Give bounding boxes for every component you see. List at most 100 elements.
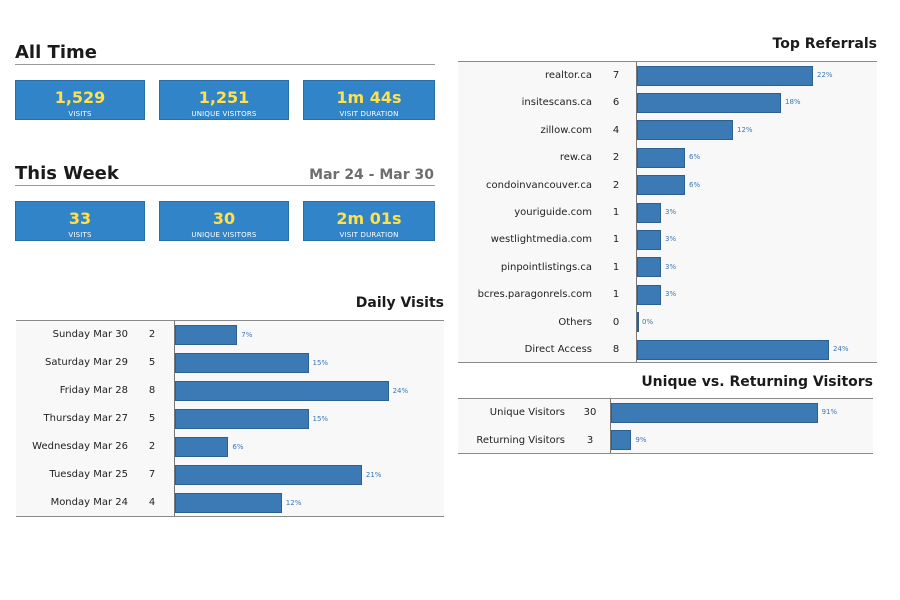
stat-value: 1m 44s xyxy=(336,88,402,107)
this-week-visit-duration-card: 2m 01s Visit Duration xyxy=(303,201,435,241)
count-label: 6 xyxy=(612,97,620,109)
chart-row: Thursday Mar 27 5 15% xyxy=(16,405,444,433)
percent-label: 3% xyxy=(665,208,677,216)
percent-label: 0% xyxy=(642,317,654,326)
count-label: 1 xyxy=(612,207,620,218)
percent-label: 15% xyxy=(312,415,329,423)
bar xyxy=(611,402,818,423)
count-label: 2 xyxy=(148,329,156,340)
this-week-date-range: Mar 24 - Mar 30 xyxy=(309,167,434,183)
percent-label: 18% xyxy=(785,98,801,107)
bar xyxy=(637,175,685,196)
category-label: bcres.paragonrels.com xyxy=(477,289,592,301)
stat-value: 1,529 xyxy=(54,88,106,107)
all-time-rule xyxy=(15,64,435,65)
stat-value: 33 xyxy=(68,209,92,228)
bar xyxy=(637,312,639,333)
all-time-visit-duration-card: 1m 44s Visit Duration xyxy=(303,80,435,120)
this-week-unique-visitors-card: 30 Unique Visitors xyxy=(159,201,289,241)
stat-label: Unique Visitors xyxy=(191,231,257,239)
category-label: Tuesday Mar 25 xyxy=(49,469,128,480)
this-week-title: This Week xyxy=(15,163,119,184)
percent-label: 6% xyxy=(689,180,701,189)
stat-label: Visit Duration xyxy=(339,231,399,239)
daily-visits-title: Daily Visits xyxy=(355,295,444,311)
count-label: 5 xyxy=(148,357,156,368)
stat-value: 1,251 xyxy=(198,88,250,107)
bar xyxy=(637,65,813,86)
chart-row: zillow.com 4 12% xyxy=(458,117,877,144)
count-label: 0 xyxy=(612,316,620,328)
top-referrals-title: Top Referrals xyxy=(772,36,877,52)
category-label: condoinvancouver.ca xyxy=(486,179,592,191)
stat-label: Unique Visitors xyxy=(191,110,257,118)
count-label: 2 xyxy=(612,179,620,191)
percent-label: 7% xyxy=(241,331,253,339)
chart-row: insitescans.ca 6 18% xyxy=(458,89,877,116)
chart-row: youriguide.com 1 3% xyxy=(458,199,877,226)
all-time-title: All Time xyxy=(15,42,97,63)
count-label: 8 xyxy=(148,385,156,396)
percent-label: 9% xyxy=(635,435,647,444)
count-label: 3 xyxy=(586,434,594,446)
stat-label: Visits xyxy=(68,231,92,239)
bar xyxy=(637,93,781,114)
chart-row: westlightmedia.com 1 3% xyxy=(458,226,877,253)
this-week-rule xyxy=(15,185,435,186)
chart-row: rew.ca 2 6% xyxy=(458,144,877,171)
all-time-visits-card: 1,529 Visits xyxy=(15,80,145,120)
category-label: rew.ca xyxy=(559,152,592,164)
category-label: Unique Visitors xyxy=(489,407,565,418)
category-label: pinpointlistings.ca xyxy=(500,261,592,273)
bar xyxy=(637,202,661,223)
count-label: 1 xyxy=(612,261,620,273)
percent-label: 6% xyxy=(232,443,244,451)
category-label: Friday Mar 28 xyxy=(59,385,128,396)
category-label: Wednesday Mar 26 xyxy=(32,441,128,452)
bar xyxy=(637,147,685,168)
chart-row: Saturday Mar 29 5 15% xyxy=(16,349,444,377)
count-label: 7 xyxy=(612,70,620,81)
count-label: 7 xyxy=(148,469,156,480)
bar xyxy=(175,381,389,401)
category-label: Returning Visitors xyxy=(476,434,565,446)
count-label: 1 xyxy=(612,234,620,246)
category-label: insitescans.ca xyxy=(521,97,592,109)
chart-row: Others 0 0% xyxy=(458,309,877,336)
count-label: 5 xyxy=(148,413,156,424)
bar xyxy=(175,437,229,457)
bar xyxy=(637,339,829,360)
category-label: Monday Mar 24 xyxy=(50,497,128,508)
count-label: 30 xyxy=(583,407,597,418)
chart-row: condoinvancouver.ca 2 6% xyxy=(458,172,877,199)
category-label: zillow.com xyxy=(540,124,593,136)
percent-label: 22% xyxy=(817,71,833,79)
category-label: Saturday Mar 29 xyxy=(44,357,128,368)
count-label: 2 xyxy=(612,152,620,164)
bar xyxy=(637,257,661,278)
percent-label: 24% xyxy=(392,387,409,395)
count-label: 4 xyxy=(148,497,156,508)
chart-axis xyxy=(174,321,175,516)
percent-label: 12% xyxy=(285,499,302,507)
this-week-visits-card: 33 Visits xyxy=(15,201,145,241)
count-label: 4 xyxy=(612,124,620,136)
bar xyxy=(175,409,309,429)
category-label: westlightmedia.com xyxy=(490,234,592,246)
count-label: 1 xyxy=(612,289,620,301)
percent-label: 21% xyxy=(365,471,382,479)
chart-row: Wednesday Mar 26 2 6% xyxy=(16,433,444,461)
stat-label: Visits xyxy=(68,110,92,118)
percent-label: 3% xyxy=(665,262,677,271)
category-label: youriguide.com xyxy=(514,207,592,218)
stat-label: Visit Duration xyxy=(339,110,399,118)
count-label: 2 xyxy=(148,441,156,452)
stat-value: 30 xyxy=(212,209,236,228)
percent-label: 15% xyxy=(312,359,329,367)
top-referrals-chart: realtor.ca 7 22% insitescans.ca 6 18% zillow.c… xyxy=(458,61,877,363)
chart-row: Friday Mar 28 8 24% xyxy=(16,377,444,405)
percent-label: 6% xyxy=(689,153,701,162)
chart-row: Sunday Mar 30 2 7% xyxy=(16,321,444,349)
bar xyxy=(637,284,661,305)
bar xyxy=(637,230,661,251)
